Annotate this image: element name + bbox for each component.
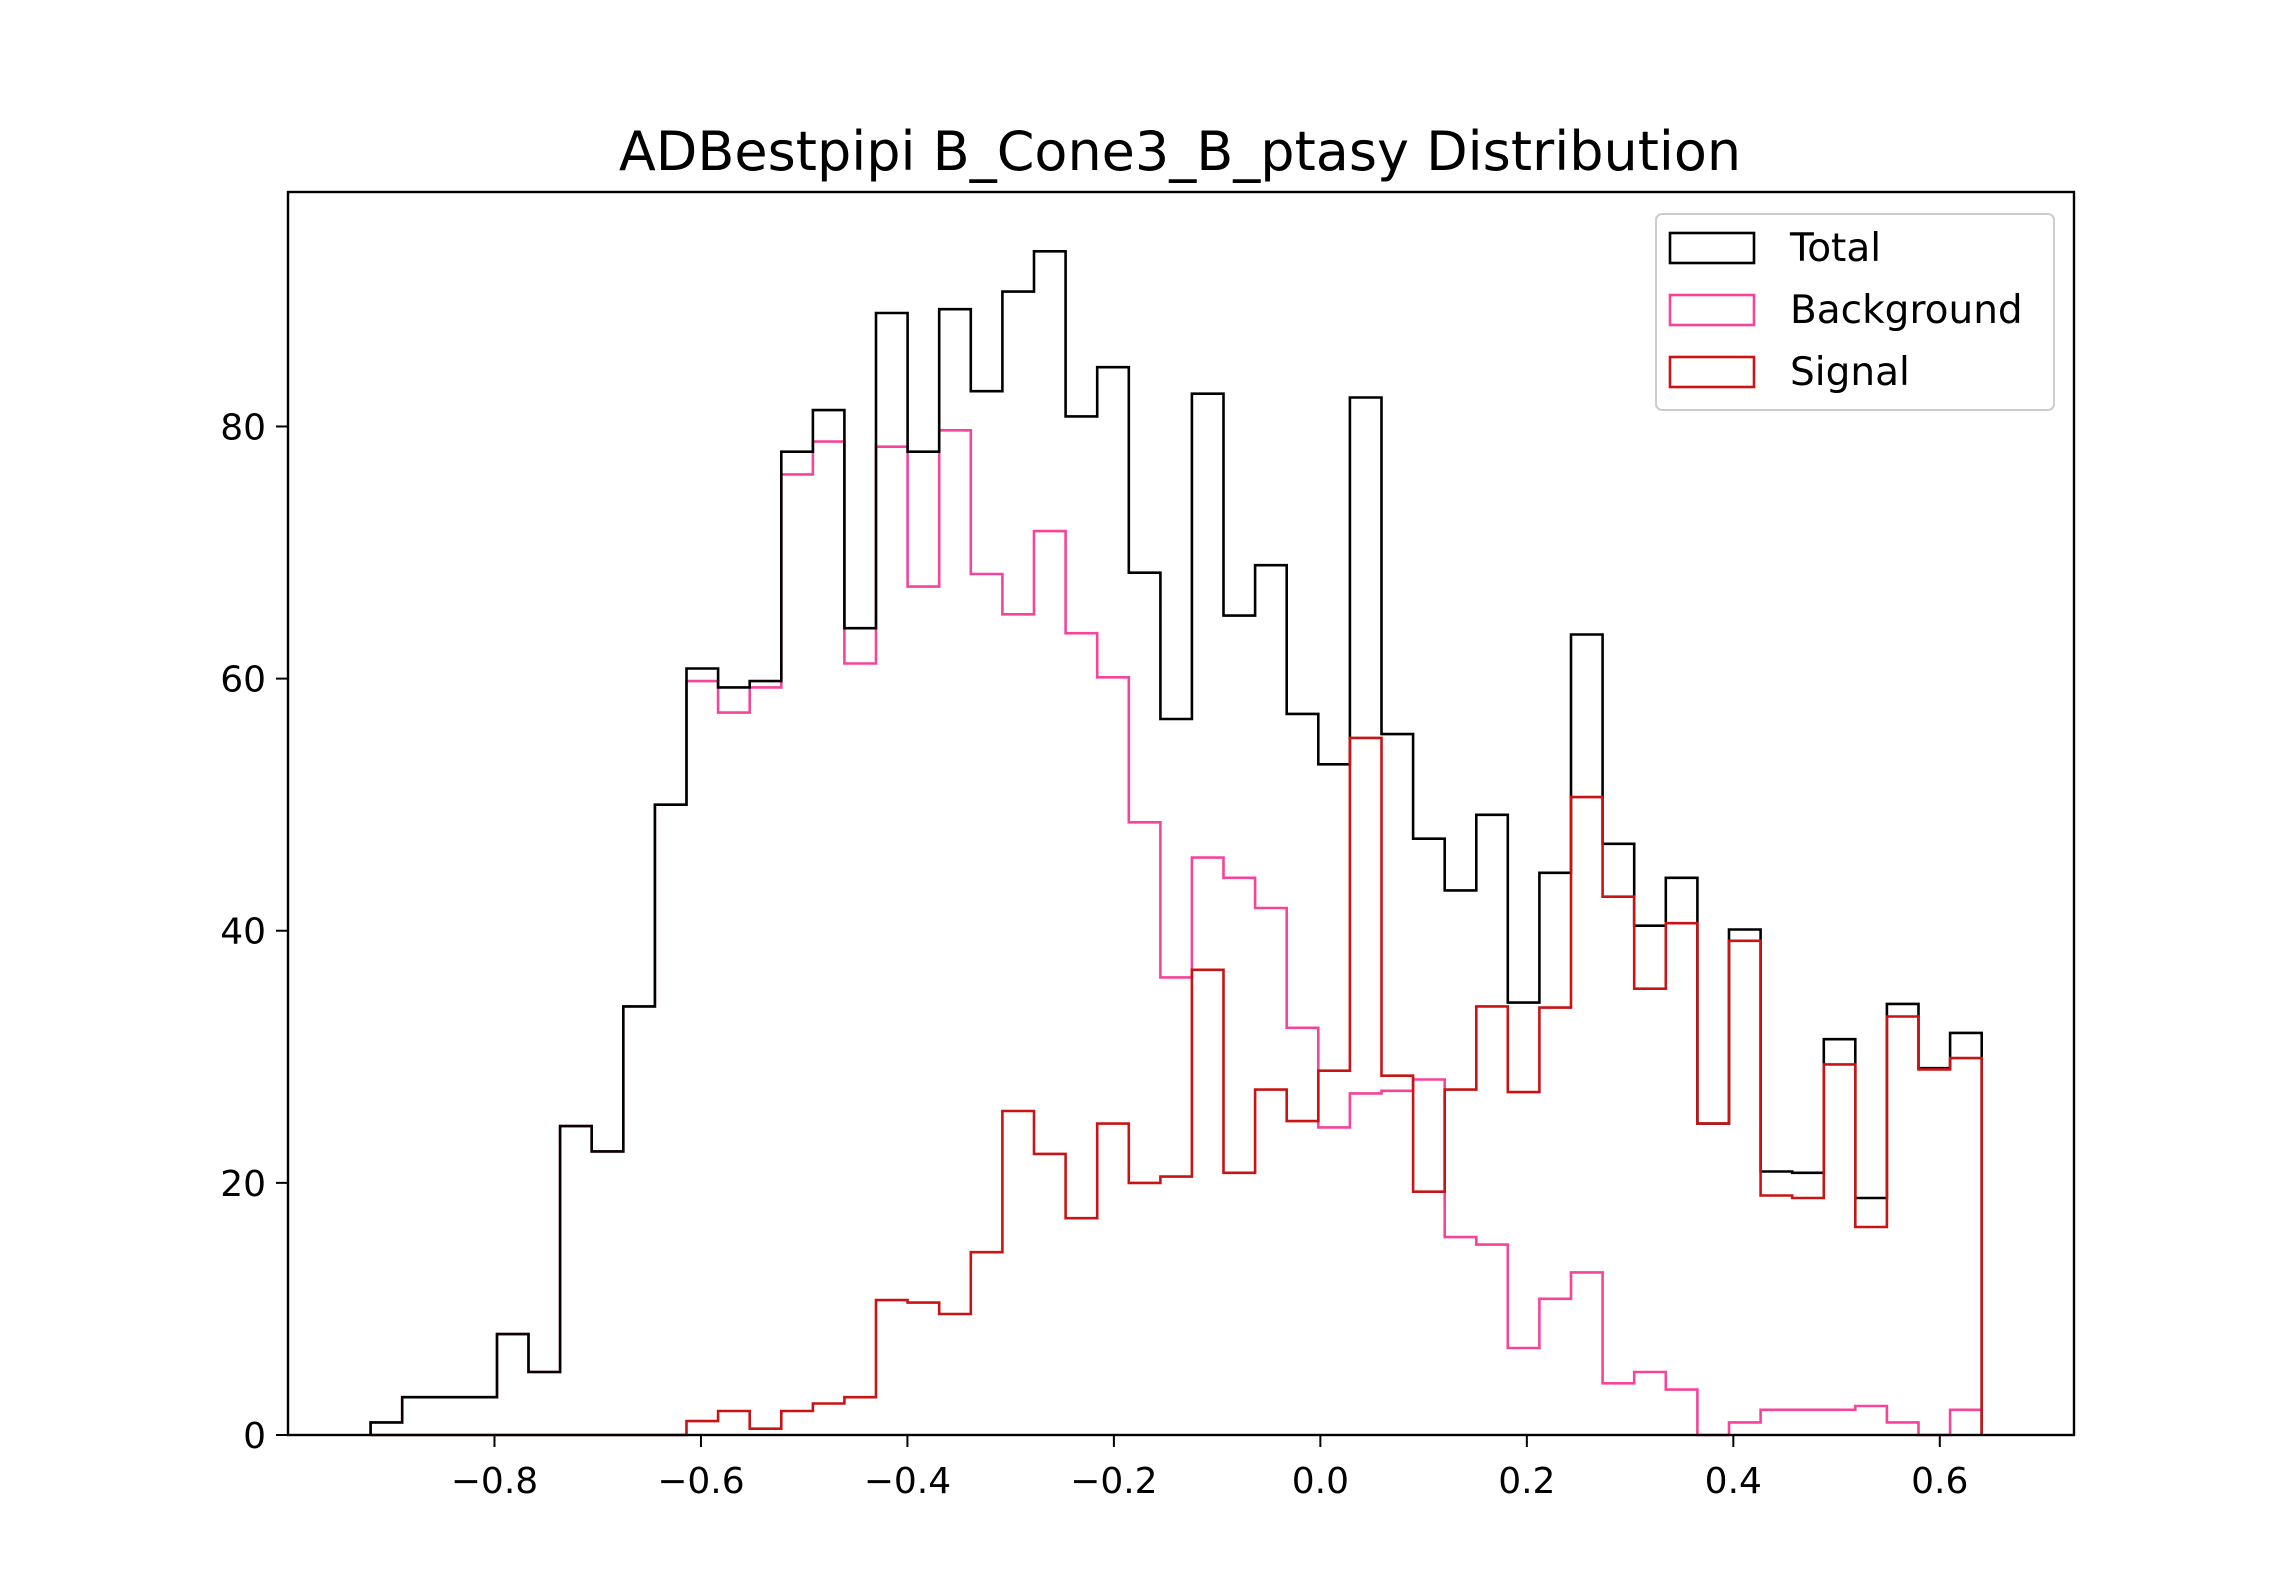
x-tick-label: 0.2 (1498, 1461, 1555, 1502)
legend-label-signal: Signal (1790, 350, 1910, 395)
legend-box (1655, 213, 2055, 411)
legend-label-total: Total (1789, 226, 1881, 271)
x-tick-label: 0.0 (1292, 1461, 1349, 1502)
y-axis-ticks: 0 20 40 60 80 (220, 407, 288, 1457)
y-tick-label: 60 (220, 660, 266, 701)
y-tick-label: 80 (220, 407, 266, 448)
y-tick-label: 0 (243, 1416, 266, 1457)
legend-swatch-signal (1668, 355, 1756, 389)
x-tick-label: −0.8 (451, 1461, 538, 1502)
legend-swatch-total (1668, 231, 1756, 265)
axes-frame (286, 190, 2076, 1437)
legend-swatch-background (1668, 293, 1756, 327)
chart-title: ADBestpipi B_Cone3_B_ptasy Distribution (619, 120, 1741, 183)
x-tick-label: 0.4 (1705, 1461, 1762, 1502)
x-tick-label: −0.2 (1070, 1461, 1157, 1502)
x-tick-label: 0.6 (1911, 1461, 1968, 1502)
series-signal-step-line (370, 736, 1983, 1437)
y-tick-label: 20 (220, 1164, 266, 1205)
legend-label-background: Background (1790, 288, 2023, 333)
x-tick-label: −0.4 (864, 1461, 951, 1502)
legend-entries: Total Background Signal (1668, 226, 2023, 395)
histogram-series (369, 250, 1983, 1437)
x-axis-ticks: −0.8 −0.6 −0.4 −0.2 0.0 0.2 0.4 0.6 (451, 1435, 1968, 1502)
legend: Total Background Signal (1655, 213, 2055, 411)
x-tick-label: −0.6 (657, 1461, 744, 1502)
y-tick-label: 40 (220, 912, 266, 953)
